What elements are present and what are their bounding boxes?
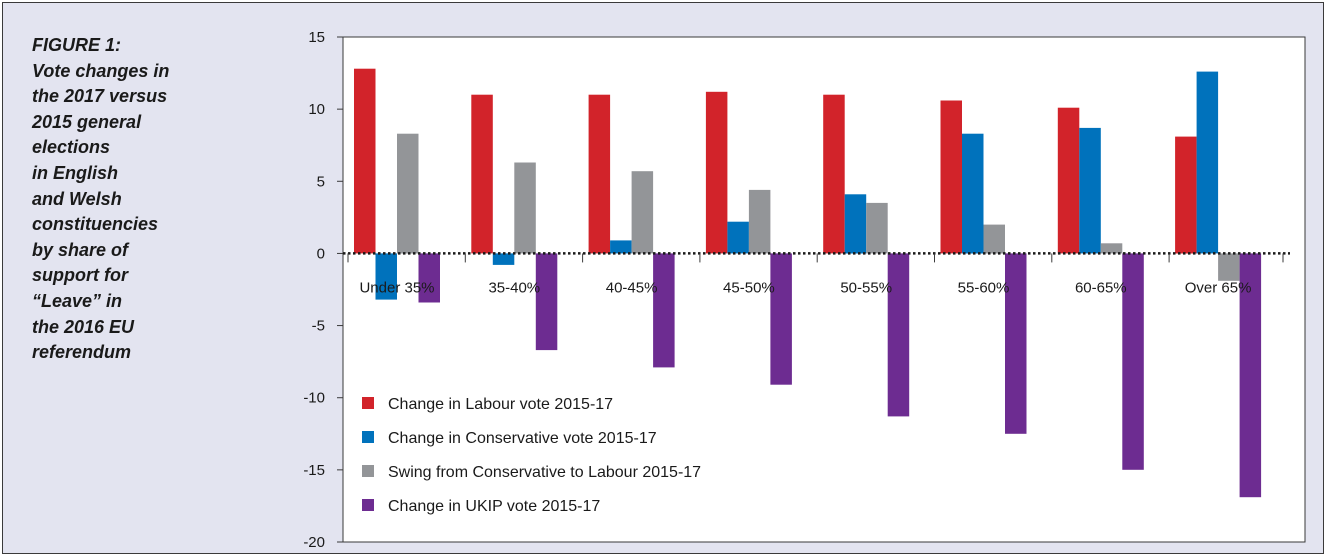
x-category-label: 50-55% [840, 279, 892, 296]
bar [748, 189, 771, 254]
caption-line: FIGURE 1: [32, 35, 122, 55]
y-tick-label: 15 [308, 29, 325, 46]
bar [887, 253, 910, 417]
bar [770, 253, 792, 385]
bar [653, 253, 675, 368]
legend-swatch [362, 465, 374, 477]
figure-caption: FIGURE 1: Vote changes in the 2017 versu… [32, 33, 182, 366]
bar [940, 100, 962, 254]
x-category-label: 60-65% [1075, 279, 1127, 296]
bar [397, 133, 419, 254]
caption-line: constituencies [32, 214, 159, 235]
y-tick-label: 5 [317, 173, 325, 190]
legend-label: Change in UKIP vote 2015-17 [388, 498, 600, 515]
caption-line: support for [32, 265, 128, 286]
bar [375, 253, 397, 300]
bar [1239, 253, 1262, 498]
bar [1196, 71, 1219, 254]
bar [1175, 136, 1197, 254]
x-category-label: 55-60% [958, 279, 1010, 296]
bar [1079, 127, 1101, 254]
bar [866, 202, 888, 254]
bar [354, 68, 376, 254]
bar [492, 253, 515, 265]
bar [535, 253, 558, 351]
y-tick-label: -20 [303, 534, 325, 551]
bars-layer [354, 68, 1262, 498]
y-tick-label: 0 [317, 245, 325, 262]
bar [1218, 253, 1240, 281]
legend-label: Change in Conservative vote 2015-17 [388, 430, 657, 447]
axis-layer: 15 10 5 0 -5 -10 -15 -20 Under 35% 35-40% 40-45% 45… [303, 29, 1290, 551]
bar [1005, 253, 1027, 434]
caption-line: “Leave” in [32, 290, 123, 311]
caption-line: Vote changes in [32, 60, 170, 81]
caption-line: elections [32, 137, 111, 158]
bar [727, 221, 749, 254]
bar [844, 194, 867, 254]
legend-swatch [362, 397, 374, 409]
caption-line: by share of [32, 239, 129, 260]
caption-line: in English [32, 162, 119, 183]
bar [983, 224, 1005, 254]
caption-line: the 2017 versus [32, 86, 168, 107]
bar [610, 240, 632, 254]
bar [471, 94, 493, 254]
caption-line: the 2016 EU [32, 316, 135, 337]
bar [631, 171, 654, 254]
legend-label: Swing from Conservative to Labour 2015-1… [388, 464, 701, 481]
x-category-label: 35-40% [488, 279, 540, 296]
y-tick-label: 10 [308, 101, 325, 118]
bar [588, 94, 611, 254]
bar [705, 91, 728, 254]
legend-swatch [362, 499, 374, 511]
caption-line: and Welsh [32, 188, 122, 209]
bar [962, 133, 984, 254]
bar [1057, 107, 1080, 254]
bar [1122, 253, 1144, 470]
y-tick-label: -10 [303, 390, 325, 407]
x-category-label: Over 65% [1185, 279, 1252, 296]
y-tick-label: -15 [303, 462, 325, 479]
legend-swatch [362, 431, 374, 443]
legend: Change in Labour vote 2015-17 Change in C… [362, 396, 701, 515]
x-category-label: 45-50% [723, 279, 775, 296]
legend-label: Change in Labour vote 2015-17 [388, 396, 613, 413]
bar [418, 253, 440, 303]
bar [823, 94, 845, 254]
caption-line: 2015 general [32, 111, 142, 132]
bar [1100, 243, 1123, 254]
x-category-label: 40-45% [606, 279, 658, 296]
bar [514, 162, 536, 254]
y-tick-label: -5 [312, 318, 325, 335]
caption-line: referendum [32, 342, 132, 363]
x-category-label: Under 35% [359, 279, 434, 296]
